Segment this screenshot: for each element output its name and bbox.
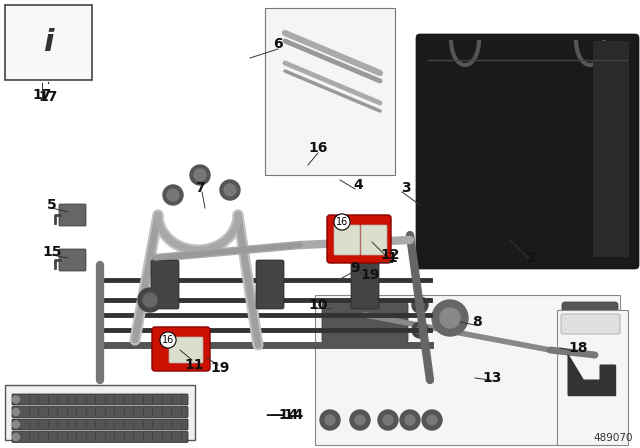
FancyBboxPatch shape [351, 260, 379, 309]
Text: 5: 5 [47, 198, 57, 212]
Circle shape [427, 415, 437, 425]
Circle shape [13, 434, 19, 440]
Circle shape [13, 409, 19, 415]
Circle shape [190, 165, 210, 185]
Text: 16: 16 [162, 335, 174, 345]
Bar [5, 385, 195, 440]
FancyBboxPatch shape [562, 302, 618, 373]
FancyBboxPatch shape [256, 260, 284, 309]
Text: 18: 18 [568, 341, 588, 355]
Text: 1: 1 [387, 251, 397, 265]
Circle shape [412, 297, 428, 313]
Circle shape [167, 189, 179, 201]
Circle shape [320, 410, 340, 430]
Circle shape [416, 326, 424, 334]
FancyBboxPatch shape [169, 337, 203, 363]
Circle shape [13, 421, 19, 428]
FancyBboxPatch shape [593, 41, 629, 257]
Text: 489070: 489070 [593, 433, 633, 443]
Text: 2: 2 [527, 251, 537, 265]
Circle shape [422, 410, 442, 430]
Circle shape [325, 415, 335, 425]
FancyBboxPatch shape [561, 314, 620, 334]
Text: 13: 13 [483, 371, 502, 385]
FancyBboxPatch shape [322, 302, 408, 343]
Bar [315, 295, 620, 445]
Circle shape [355, 415, 365, 425]
Text: 6: 6 [273, 37, 283, 51]
Text: —14: —14 [265, 408, 298, 422]
FancyBboxPatch shape [361, 225, 387, 255]
Circle shape [378, 410, 398, 430]
FancyBboxPatch shape [12, 394, 188, 405]
Circle shape [138, 288, 162, 312]
Polygon shape [568, 355, 615, 395]
FancyBboxPatch shape [334, 225, 360, 255]
Circle shape [412, 322, 428, 338]
Text: 3: 3 [401, 181, 411, 195]
Text: 15: 15 [42, 245, 61, 259]
Circle shape [437, 307, 453, 323]
FancyBboxPatch shape [151, 260, 179, 309]
FancyBboxPatch shape [12, 431, 188, 443]
Circle shape [13, 396, 19, 403]
Text: 4: 4 [353, 178, 363, 192]
Circle shape [383, 415, 393, 425]
Bar [557, 310, 628, 445]
Text: 11: 11 [184, 358, 204, 372]
Text: 16: 16 [336, 217, 348, 227]
Circle shape [432, 300, 468, 336]
FancyBboxPatch shape [59, 249, 86, 271]
Text: 17: 17 [32, 88, 52, 102]
Circle shape [440, 308, 460, 328]
Circle shape [350, 410, 370, 430]
FancyBboxPatch shape [327, 215, 391, 263]
Text: 10: 10 [308, 298, 328, 312]
FancyBboxPatch shape [12, 419, 188, 430]
Circle shape [143, 293, 157, 307]
Text: 9: 9 [350, 261, 360, 275]
Circle shape [400, 410, 420, 430]
Text: 17: 17 [38, 90, 58, 104]
FancyBboxPatch shape [152, 327, 210, 371]
Text: 8: 8 [472, 315, 482, 329]
Circle shape [224, 184, 236, 196]
Text: —14: —14 [270, 408, 303, 422]
FancyBboxPatch shape [12, 406, 188, 418]
Text: 7: 7 [195, 181, 205, 195]
Text: i: i [44, 28, 54, 57]
Bar [265, 8, 395, 175]
FancyBboxPatch shape [59, 204, 86, 226]
FancyBboxPatch shape [416, 34, 639, 269]
Circle shape [194, 169, 206, 181]
Circle shape [441, 311, 449, 319]
Circle shape [220, 180, 240, 200]
Circle shape [416, 301, 424, 309]
Circle shape [163, 185, 183, 205]
Text: 19: 19 [360, 268, 380, 282]
Text: 16: 16 [308, 141, 328, 155]
Text: 19: 19 [211, 361, 230, 375]
Text: 12: 12 [380, 248, 400, 262]
Circle shape [405, 415, 415, 425]
Bar [5, 5, 92, 80]
